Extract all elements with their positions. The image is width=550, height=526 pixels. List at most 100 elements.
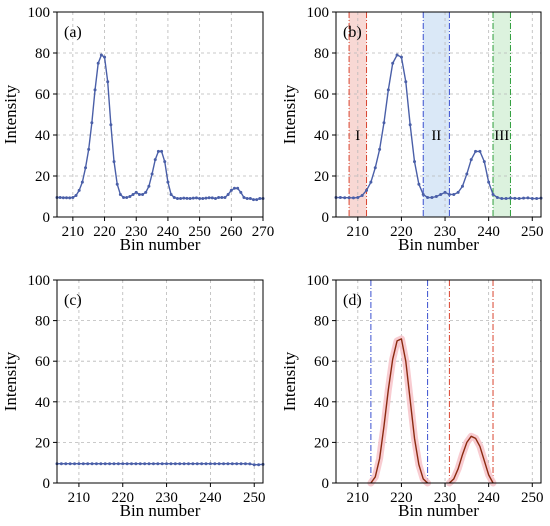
region-band bbox=[493, 12, 511, 217]
data-point bbox=[417, 182, 421, 186]
data-point bbox=[188, 197, 192, 201]
data-point bbox=[404, 80, 408, 84]
data-point bbox=[165, 462, 169, 466]
x-tick-label: 250 bbox=[188, 224, 211, 240]
data-point bbox=[108, 462, 112, 466]
data-point bbox=[258, 197, 262, 201]
y-tick-label: 20 bbox=[314, 169, 329, 185]
data-point bbox=[251, 198, 255, 202]
panel-label: (d) bbox=[343, 292, 362, 309]
data-point bbox=[226, 462, 230, 466]
x-tick-label: 230 bbox=[434, 224, 457, 240]
data-point bbox=[77, 188, 81, 192]
data-point bbox=[59, 462, 63, 466]
chart-panel-4: 210 220 230 240 250 0 20 40 60 80 100 Bin number Int… bbox=[280, 273, 544, 520]
data-point bbox=[504, 197, 508, 201]
y-axis-label: Intensity bbox=[280, 84, 299, 144]
x-axis-label: Bin number bbox=[120, 235, 201, 254]
data-point bbox=[391, 61, 395, 65]
data-point bbox=[239, 190, 243, 194]
y-tick-label: 0 bbox=[43, 210, 51, 226]
data-point bbox=[138, 462, 142, 466]
data-point bbox=[248, 462, 252, 466]
data-point bbox=[144, 190, 148, 194]
panel-label: (c) bbox=[64, 292, 82, 309]
x-tick-label: 210 bbox=[62, 224, 85, 240]
data-point bbox=[382, 121, 386, 125]
chart-panel-1: 210 220 230 240 250 260 270 0 20 40 60 80 100 Bin num… bbox=[1, 5, 274, 254]
data-point bbox=[426, 196, 430, 200]
data-point bbox=[204, 196, 208, 200]
data-point bbox=[96, 61, 100, 65]
data-point bbox=[456, 190, 460, 194]
data-point bbox=[172, 196, 176, 200]
x-tick-label: 260 bbox=[220, 224, 243, 240]
data-point bbox=[74, 193, 78, 197]
data-point bbox=[223, 196, 227, 200]
y-tick-label: 60 bbox=[35, 87, 50, 103]
data-point bbox=[112, 160, 116, 164]
data-point bbox=[517, 197, 521, 201]
data-point bbox=[112, 462, 116, 466]
data-point bbox=[522, 196, 526, 200]
series-line bbox=[448, 435, 494, 484]
region-label: I bbox=[355, 128, 360, 144]
region-label: III bbox=[494, 128, 509, 144]
data-point bbox=[213, 462, 217, 466]
data-point bbox=[80, 180, 84, 184]
data-point bbox=[109, 123, 113, 127]
data-point bbox=[213, 197, 217, 201]
data-point bbox=[252, 463, 256, 467]
series-line bbox=[57, 54, 263, 201]
x-tick-label: 230 bbox=[125, 224, 148, 240]
x-tick-label: 240 bbox=[477, 490, 500, 506]
data-point bbox=[68, 462, 72, 466]
data-point bbox=[408, 123, 412, 127]
data-point bbox=[365, 188, 369, 192]
data-point bbox=[134, 462, 138, 466]
y-tick-label: 80 bbox=[314, 314, 329, 330]
data-point bbox=[526, 196, 530, 200]
plot-frame bbox=[56, 11, 264, 218]
data-point bbox=[421, 192, 425, 196]
data-point bbox=[508, 196, 512, 200]
data-point bbox=[222, 462, 226, 466]
data-point bbox=[118, 192, 122, 196]
data-point bbox=[243, 462, 247, 466]
data-point bbox=[235, 462, 239, 466]
data-point bbox=[153, 158, 157, 162]
data-point bbox=[182, 196, 186, 200]
plot-frame bbox=[335, 279, 542, 484]
data-point bbox=[239, 462, 243, 466]
y-tick-label: 40 bbox=[314, 395, 329, 411]
data-point bbox=[220, 196, 224, 200]
panel-label: (b) bbox=[343, 24, 362, 41]
data-point bbox=[195, 462, 199, 466]
data-point bbox=[99, 53, 103, 57]
data-point bbox=[68, 196, 72, 200]
data-point bbox=[156, 462, 160, 466]
data-point bbox=[230, 462, 234, 466]
data-point bbox=[90, 462, 94, 466]
data-point bbox=[150, 172, 154, 176]
data-point bbox=[204, 462, 208, 466]
data-point bbox=[116, 462, 120, 466]
y-tick-label: 0 bbox=[322, 210, 330, 226]
series-line bbox=[370, 338, 429, 484]
data-point bbox=[356, 196, 360, 200]
data-point bbox=[226, 192, 230, 196]
data-point bbox=[369, 180, 373, 184]
data-point bbox=[128, 195, 132, 198]
x-tick-label: 210 bbox=[347, 490, 370, 506]
data-point bbox=[73, 462, 77, 466]
data-point bbox=[156, 149, 160, 153]
chart-panel-3: 210 220 230 240 250 0 20 40 60 80 100 Bin number Int… bbox=[1, 273, 265, 520]
data-point bbox=[64, 462, 68, 466]
data-point bbox=[143, 462, 147, 466]
data-point bbox=[460, 184, 464, 188]
data-point bbox=[347, 196, 351, 200]
data-point bbox=[81, 462, 85, 466]
data-point bbox=[257, 463, 261, 467]
data-point bbox=[378, 147, 382, 151]
